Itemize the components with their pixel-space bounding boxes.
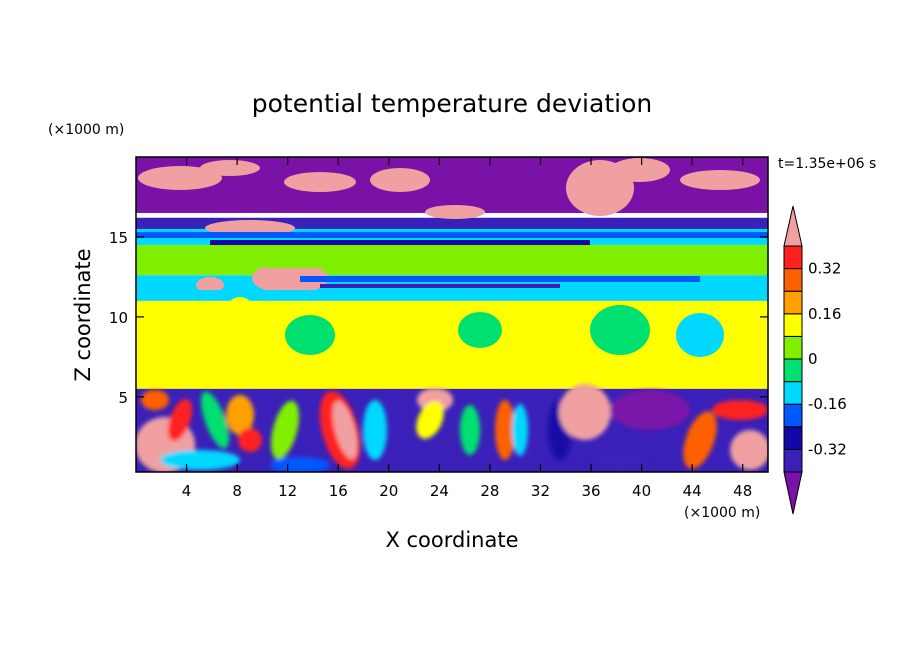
x-axis-label: X coordinate: [385, 528, 518, 552]
time-label: t=1.35e+06 s: [778, 156, 876, 172]
x-tick-label: 4: [182, 482, 192, 500]
colorbar-box: [783, 448, 803, 473]
colorbar-tick-label: -0.32: [808, 440, 847, 458]
colorbar-box: [783, 381, 803, 405]
heatmap-cell: [238, 428, 262, 452]
heatmap-cell: [610, 390, 690, 430]
heatmap-cell: [226, 395, 254, 435]
heatmap-cell: [270, 457, 330, 472]
heatmap-cell: [271, 400, 299, 460]
x-tick-label: 16: [329, 482, 348, 500]
heatmap-layer: [136, 217, 768, 229]
x-tick-label: 36: [581, 482, 600, 500]
heatmap-cell: [252, 262, 328, 294]
heatmap-cell: [416, 401, 444, 439]
heatmap-cell: [210, 240, 590, 245]
heatmap-cell: [377, 338, 383, 362]
heatmap-cell: [730, 430, 768, 470]
heatmap-cell: [284, 172, 356, 192]
colorbar-tick-label: 0.16: [808, 305, 841, 323]
heatmap-cell: [196, 277, 224, 293]
heatmap-cell: [218, 297, 262, 373]
x-axis-unit: (×1000 m): [684, 505, 760, 521]
colorbar-box: [783, 290, 803, 315]
x-tick-label: 24: [430, 482, 449, 500]
x-tick-label: 40: [632, 482, 651, 500]
heatmap-cell: [363, 400, 387, 460]
heatmap-texture: [136, 158, 768, 472]
heatmap-cell: [610, 158, 670, 182]
colorbar-box: [783, 245, 803, 270]
heatmap-cell: [167, 399, 193, 441]
colorbar-box: [783, 268, 803, 292]
heatmap-cell: [138, 166, 222, 190]
x-tick-label: 8: [232, 482, 242, 500]
heatmap-cell: [458, 312, 502, 348]
heatmap-cell: [590, 450, 650, 470]
heatmap-cell: [332, 400, 358, 460]
heatmap-cell: [201, 391, 229, 449]
heatmap-cell: [160, 450, 240, 470]
plot-frame: [135, 156, 769, 473]
heatmap-cell: [136, 290, 768, 296]
heatmap-cell: [676, 313, 724, 357]
y-axis: 5 10 15: [109, 229, 768, 407]
heatmap-cell: [141, 390, 169, 410]
y-tick-label: 15: [109, 229, 128, 247]
x-axis: 4 8 12 16 20 24 28 32 36 40 44 48: [182, 157, 752, 500]
colorbar-tick-label: 0: [808, 350, 818, 368]
y-axis-label: Z coordinate: [71, 248, 95, 381]
colorbar-box: [783, 426, 803, 450]
heatmap-cell: [425, 205, 485, 219]
x-tick-label: 12: [278, 482, 297, 500]
heatmap-cell: [285, 315, 335, 355]
x-tick-label: 32: [531, 482, 550, 500]
heatmap-plot-area: [136, 157, 768, 472]
colorbar-box: [783, 313, 803, 337]
heatmap-cell: [495, 400, 515, 460]
colorbar-box: [783, 358, 803, 383]
heatmap-lower-region: [136, 384, 768, 472]
heatmap-cell: [300, 276, 700, 282]
colorbar-extend-high: [783, 205, 803, 247]
y-tick-label: 10: [109, 309, 128, 327]
x-tick-label: 48: [733, 482, 752, 500]
x-tick-label: 28: [480, 482, 499, 500]
heatmap-cell: [136, 232, 768, 238]
heatmap-cell: [590, 305, 650, 355]
heatmap-cell: [712, 400, 768, 420]
heatmap-cell: [683, 411, 717, 469]
x-tick-label: 44: [683, 482, 702, 500]
heatmap-cell: [320, 284, 560, 288]
y-tick-label: 5: [118, 389, 128, 407]
colorbar-tick-label: -0.16: [808, 395, 847, 413]
colorbar-extend-low: [783, 471, 803, 515]
heatmap-cell: [460, 405, 480, 455]
chart-title: potential temperature deviation: [252, 89, 652, 118]
colorbar-tick-label: 0.32: [808, 260, 841, 278]
heatmap-cell: [512, 404, 528, 456]
heatmap-cell: [560, 250, 768, 264]
colorbar-box: [783, 403, 803, 428]
y-axis-unit: (×1000 m): [48, 122, 124, 138]
heatmap-cell: [559, 384, 611, 440]
colorbar: 0.32 0.16 0 -0.16 -0.32: [783, 205, 847, 515]
heatmap-cell: [680, 170, 760, 190]
heatmap-cell: [136, 258, 768, 268]
colorbar-box: [783, 335, 803, 360]
heatmap-cell: [370, 168, 430, 192]
x-tick-label: 20: [379, 482, 398, 500]
heatmap-cell: [200, 160, 260, 176]
